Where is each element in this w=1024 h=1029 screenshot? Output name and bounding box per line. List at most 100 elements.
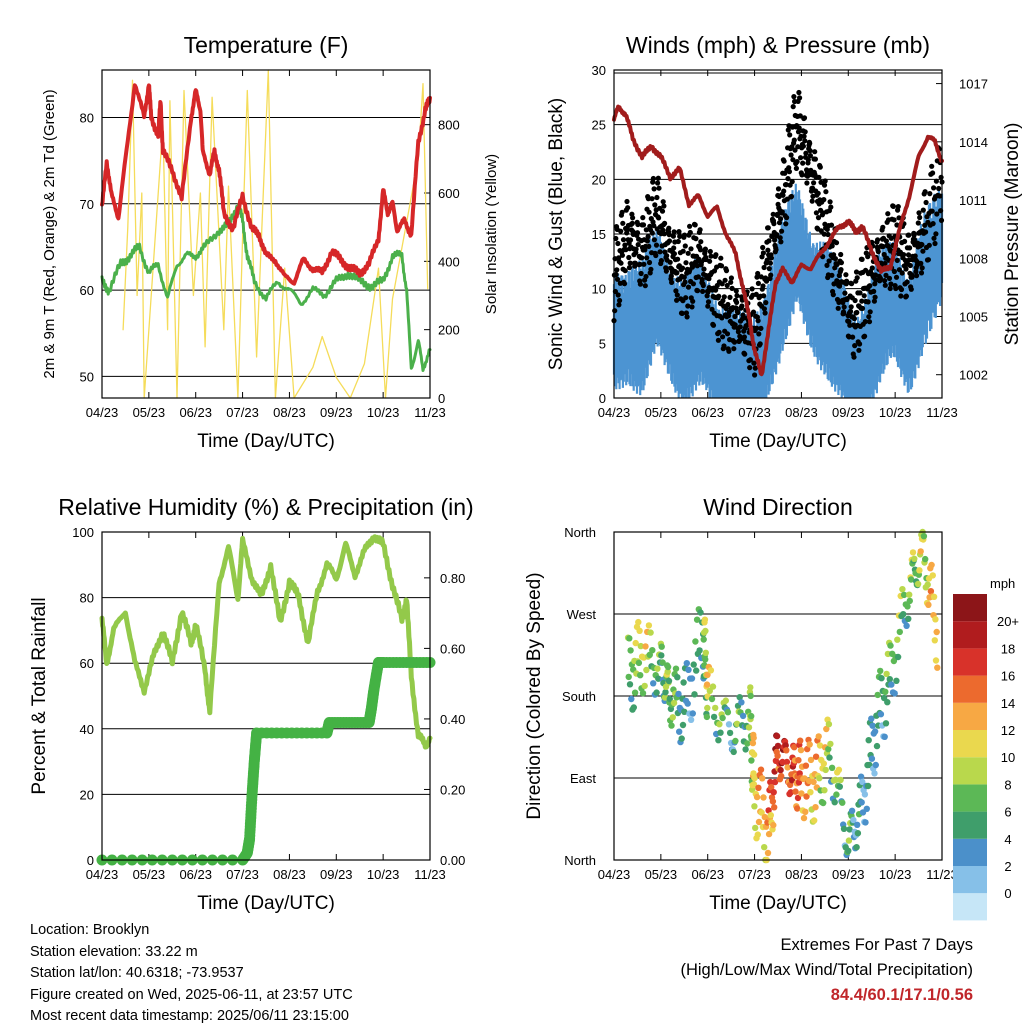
gust-point	[783, 221, 789, 227]
gust-point	[679, 310, 685, 316]
direction-point	[751, 803, 758, 810]
direction-point	[668, 722, 675, 729]
gust-point	[923, 199, 929, 206]
gust-point	[802, 129, 808, 135]
direction-point	[835, 766, 843, 773]
direction-point	[630, 704, 637, 711]
gust-point	[875, 249, 881, 255]
gust-point	[835, 305, 841, 311]
direction-point	[783, 758, 791, 766]
legend-label: 16	[1001, 669, 1015, 684]
direction-point	[750, 734, 757, 742]
gust-point	[898, 293, 904, 299]
gust-point	[634, 230, 641, 236]
x-tick-label: 08/23	[785, 867, 818, 882]
gust-point	[880, 224, 886, 230]
gust-point	[911, 236, 918, 243]
extremes-block: Extremes For Past 7 Days (High/Low/Max W…	[680, 933, 973, 1008]
gust-point	[739, 303, 745, 309]
gust-point	[723, 268, 730, 274]
gust-point	[640, 222, 647, 228]
direction-point	[917, 548, 924, 555]
gust-point	[931, 185, 937, 191]
x-tick-label: 04/23	[598, 405, 631, 420]
direction-point	[752, 824, 759, 832]
gust-point	[766, 266, 772, 272]
direction-point	[812, 753, 820, 760]
direction-point	[800, 814, 808, 822]
gust-point	[883, 272, 889, 278]
gust-point	[917, 214, 923, 221]
y2-tick-label: 1008	[959, 251, 988, 266]
gust-point	[807, 153, 814, 159]
gust-point	[646, 243, 652, 249]
y-axis-label: Direction (Colored By Speed)	[524, 572, 545, 819]
gust-point	[787, 132, 793, 138]
gust-point	[779, 209, 785, 215]
gust-point	[936, 185, 942, 192]
direction-point	[868, 715, 875, 722]
gust-point	[704, 293, 710, 299]
direction-point	[802, 762, 810, 769]
y2-tick-label: 200	[438, 323, 460, 338]
gust-point	[649, 196, 655, 202]
gust-point	[721, 294, 727, 300]
gust-point	[893, 274, 900, 280]
direction-point	[704, 671, 711, 678]
gust-point	[645, 234, 651, 240]
direction-point	[869, 722, 876, 729]
x-tick-label: 11/23	[414, 405, 446, 420]
gust-point	[641, 261, 647, 267]
gust-point	[774, 232, 780, 238]
gust-point	[873, 277, 879, 283]
gust-point	[793, 165, 800, 171]
gust-point	[760, 283, 766, 289]
direction-point	[632, 639, 639, 647]
direction-point	[797, 746, 805, 754]
direction-point	[837, 776, 844, 784]
y2-tick-label: 1002	[959, 368, 988, 383]
gust-point	[747, 365, 753, 371]
gust-point	[778, 216, 784, 222]
direction-point	[690, 661, 697, 668]
gust-point	[715, 337, 722, 343]
gust-point	[929, 208, 935, 214]
direction-point	[771, 778, 779, 786]
direction-point	[683, 660, 690, 667]
gust-point	[891, 217, 897, 223]
direction-point	[664, 668, 671, 675]
gust-point	[761, 306, 768, 312]
y-tick-label: 100	[72, 525, 94, 540]
gust-point	[728, 279, 734, 285]
gust-point	[654, 194, 660, 201]
gust-point	[768, 272, 774, 278]
y-tick-label: South	[562, 689, 596, 704]
direction-point	[748, 712, 755, 720]
gust-point	[849, 281, 855, 287]
y-tick-label: North	[564, 853, 596, 868]
direction-point	[825, 721, 833, 728]
direction-point	[639, 690, 647, 697]
direction-point	[744, 740, 751, 747]
gust-point	[626, 265, 633, 271]
gust-point	[760, 250, 767, 256]
gust-point	[872, 294, 878, 300]
gust-point	[683, 310, 690, 316]
panel-title: Winds (mph) & Pressure (mb)	[626, 32, 930, 58]
gust-point	[817, 164, 823, 170]
direction-point	[748, 757, 755, 764]
plot-frame	[613, 531, 943, 861]
gust-point	[667, 259, 673, 265]
direction-point	[764, 849, 772, 857]
gust-point	[755, 318, 761, 324]
direction-point	[768, 784, 775, 791]
direction-point	[679, 721, 687, 729]
direction-point	[893, 677, 900, 684]
gust-point	[937, 193, 943, 199]
direction-point	[811, 817, 818, 824]
gust-point	[702, 246, 709, 252]
direction-point	[755, 784, 762, 791]
gust-point	[621, 281, 628, 287]
gust-point	[791, 94, 797, 100]
gust-point	[643, 227, 649, 233]
